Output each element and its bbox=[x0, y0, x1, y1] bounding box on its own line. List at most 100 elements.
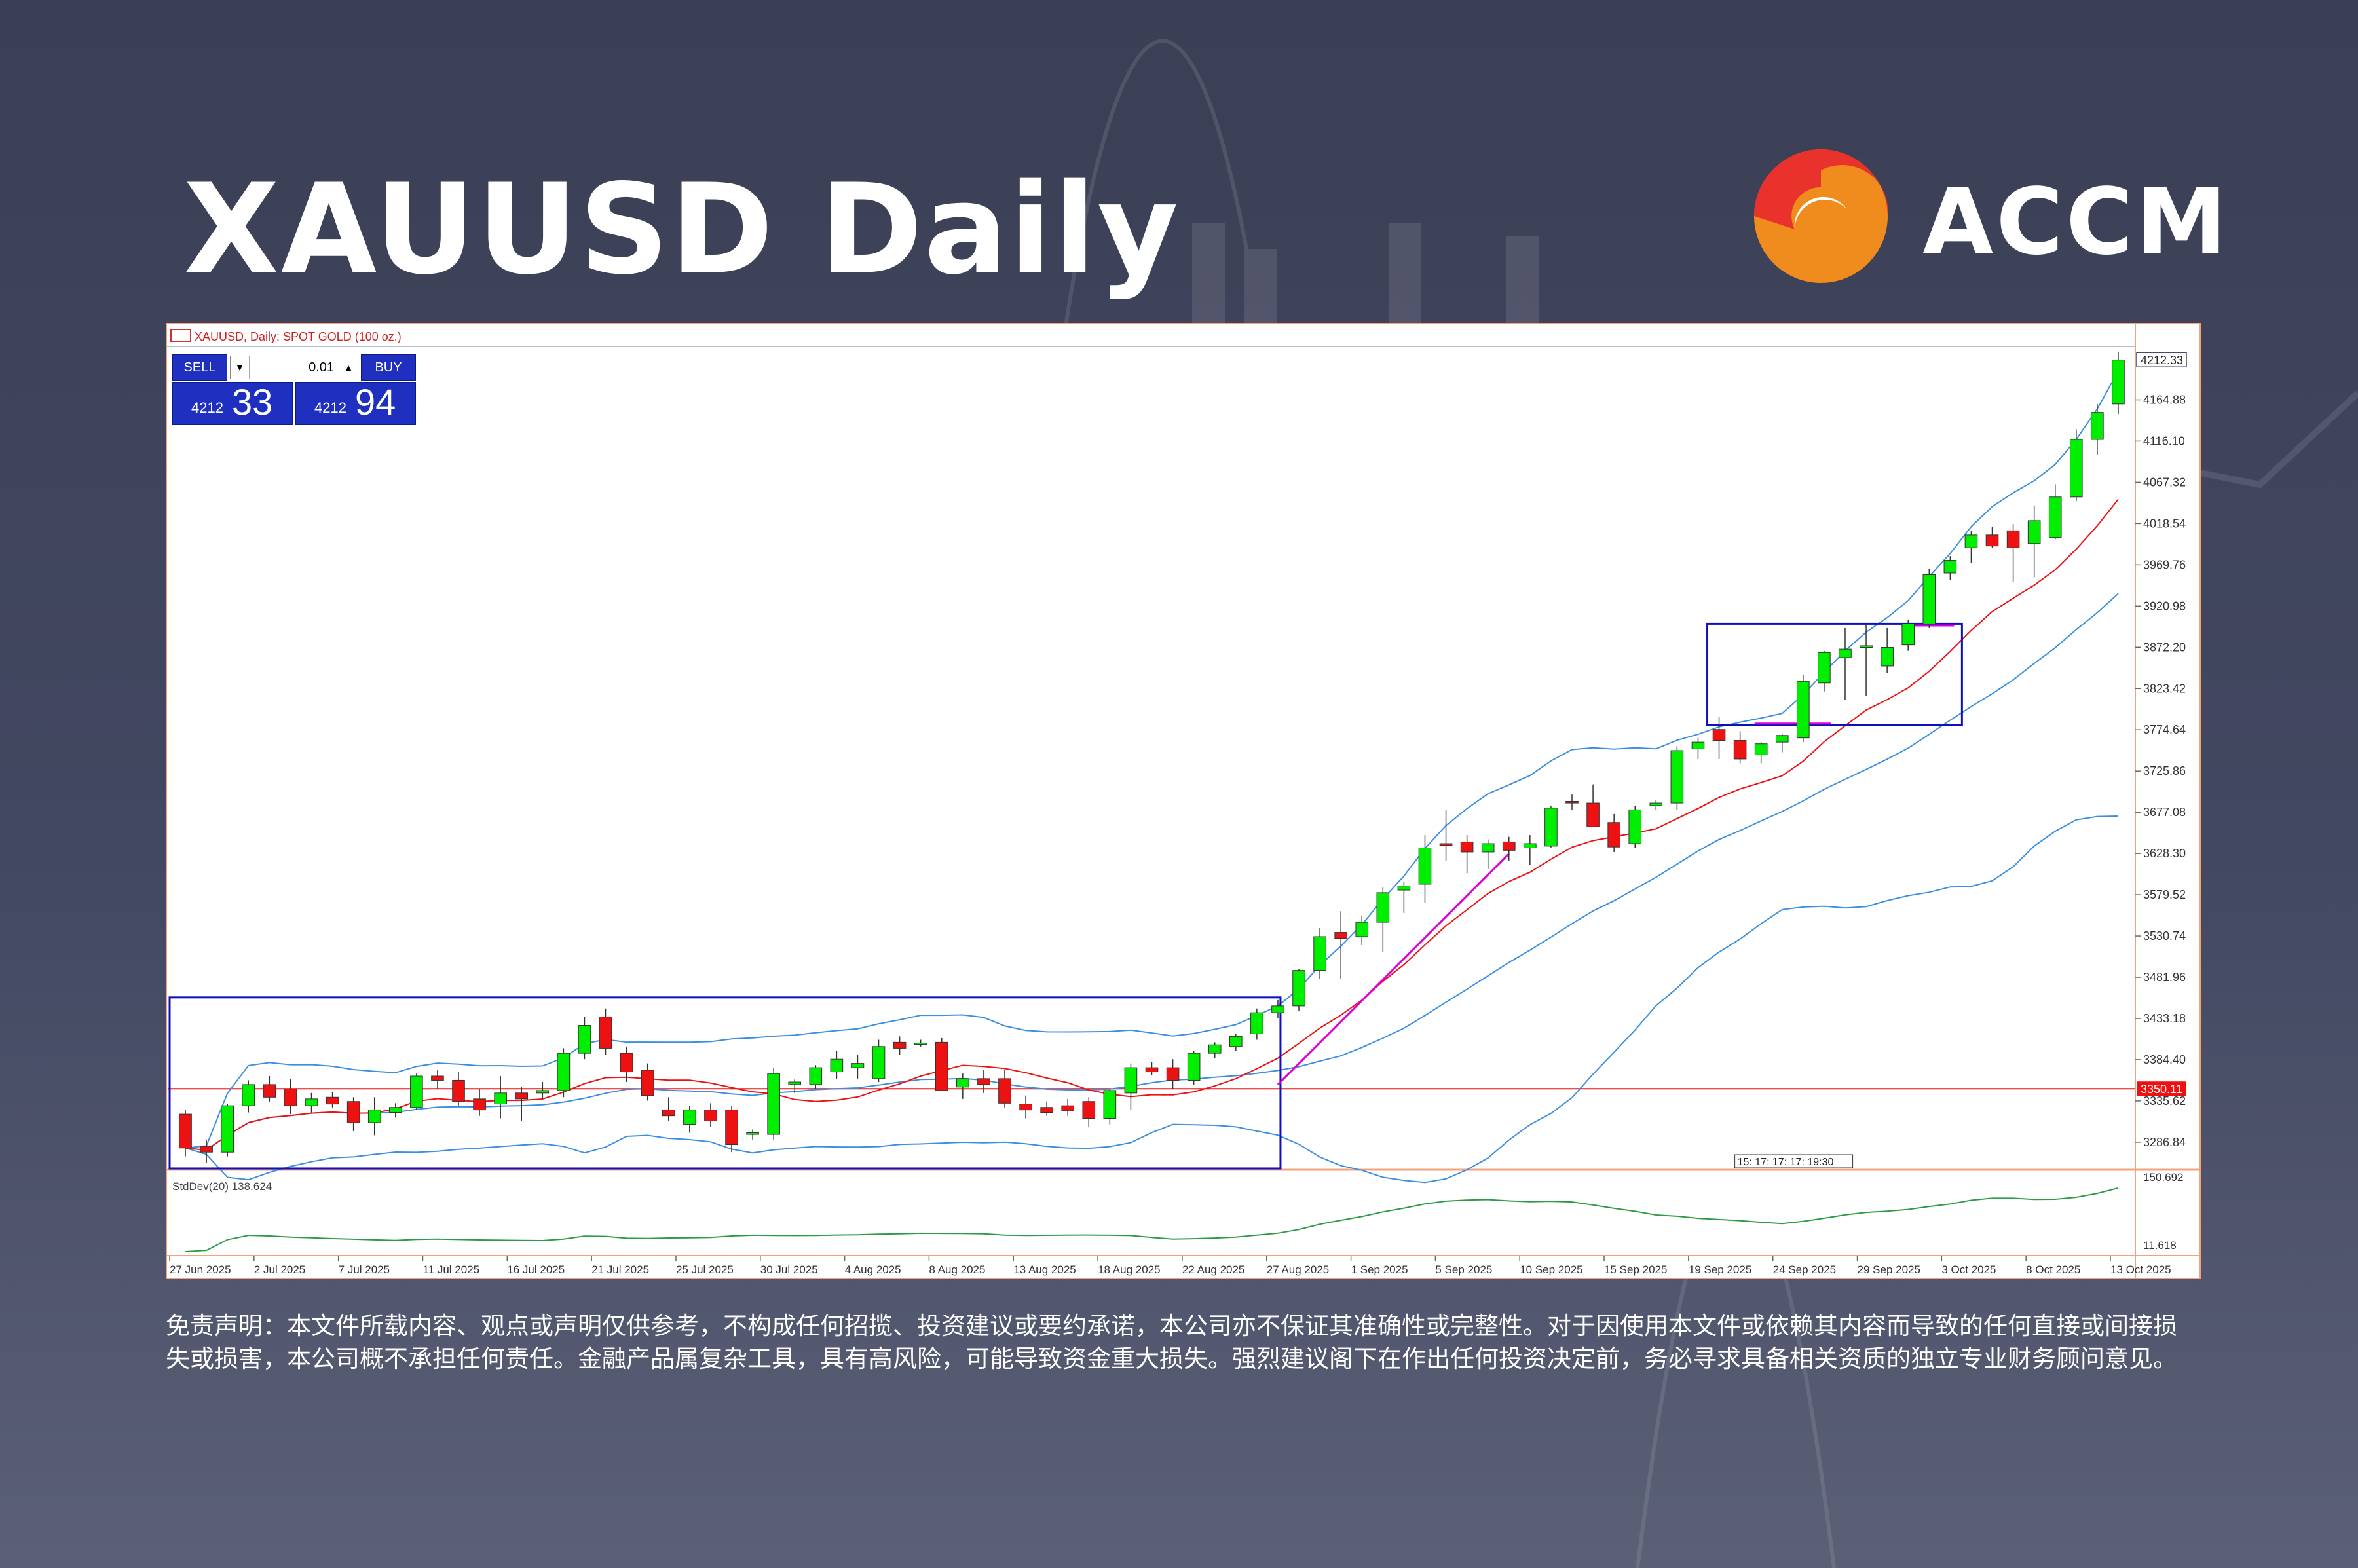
x-tick-label: 4 Aug 2025 bbox=[845, 1263, 901, 1276]
candle bbox=[893, 1036, 907, 1055]
candle bbox=[1860, 625, 1873, 696]
candle-body bbox=[1418, 847, 1432, 885]
x-tick-label: 3 Oct 2025 bbox=[1941, 1263, 1996, 1276]
candle-body bbox=[725, 1110, 738, 1146]
candle-body bbox=[641, 1070, 654, 1096]
x-tick-label: 15 Sep 2025 bbox=[1604, 1263, 1667, 1276]
x-tick-label: 22 Aug 2025 bbox=[1182, 1263, 1244, 1276]
x-tick-label: 1 Sep 2025 bbox=[1351, 1263, 1408, 1276]
candle-body bbox=[998, 1078, 1011, 1104]
candle-body bbox=[1460, 841, 1474, 853]
sell-price-pips: 33 bbox=[232, 381, 273, 422]
sell-price-prefix: 4212 bbox=[191, 400, 223, 416]
chevron-down-icon[interactable]: ▼ bbox=[231, 356, 250, 379]
candle-body bbox=[872, 1046, 886, 1079]
candle bbox=[1607, 813, 1620, 852]
candle bbox=[1985, 526, 1999, 548]
candle-body bbox=[1586, 802, 1600, 827]
candle bbox=[914, 1039, 927, 1047]
candle-body bbox=[284, 1088, 297, 1106]
candle bbox=[1586, 784, 1600, 827]
candle-body bbox=[977, 1078, 990, 1085]
candle-body bbox=[388, 1107, 402, 1113]
x-tick-label: 24 Sep 2025 bbox=[1773, 1263, 1836, 1276]
candle-body bbox=[1040, 1107, 1053, 1113]
candle bbox=[998, 1070, 1011, 1108]
candle bbox=[641, 1063, 654, 1101]
candle-body bbox=[578, 1025, 591, 1054]
candle-body bbox=[1397, 886, 1411, 891]
x-tick-label: 25 Jul 2025 bbox=[676, 1263, 734, 1276]
candle-body bbox=[1964, 534, 1978, 548]
candle bbox=[1355, 915, 1369, 945]
candle-body bbox=[1670, 750, 1684, 804]
candle bbox=[1460, 835, 1474, 874]
candle bbox=[1313, 928, 1326, 979]
candle bbox=[662, 1097, 675, 1121]
candle bbox=[599, 1008, 612, 1055]
candle-body bbox=[788, 1081, 802, 1085]
candle bbox=[2091, 403, 2104, 455]
x-tick-label: 29 Sep 2025 bbox=[1858, 1263, 1920, 1276]
stddev-tick-label: 150.692 bbox=[2143, 1171, 2183, 1184]
candle-body bbox=[1524, 843, 1537, 848]
candle-body bbox=[1881, 647, 1894, 667]
candle bbox=[1733, 731, 1747, 764]
brand-name: ACCM bbox=[1922, 169, 2230, 276]
candle-body bbox=[1439, 843, 1453, 846]
time-marker-label: 15: 17: 17: 17: 19:30 bbox=[1738, 1157, 1834, 1168]
x-tick-label: 7 Jul 2025 bbox=[339, 1263, 390, 1276]
horizontal-level-label: 3350.11 bbox=[2141, 1083, 2182, 1096]
moving-average-line bbox=[185, 498, 2119, 1151]
buy-price-prefix: 4212 bbox=[314, 400, 346, 416]
y-tick-label: 3286.84 bbox=[2143, 1136, 2186, 1149]
candle bbox=[2006, 524, 2020, 582]
candle-body bbox=[2112, 360, 2125, 405]
candle bbox=[1901, 619, 1915, 651]
candle bbox=[388, 1103, 402, 1118]
buy-button[interactable]: BUY bbox=[361, 354, 416, 381]
candle-body bbox=[1229, 1036, 1243, 1047]
candle-body bbox=[1691, 741, 1705, 749]
candle-body bbox=[242, 1084, 255, 1106]
candle bbox=[2112, 351, 2125, 415]
lot-size-field[interactable]: ▼ 0.01 ▲ bbox=[230, 356, 358, 379]
candle-body bbox=[367, 1110, 381, 1123]
candle-body bbox=[1502, 841, 1516, 851]
one-click-trade-panel: SELL ▼ 0.01 ▲ BUY 4212 33 4212 94 bbox=[172, 354, 416, 425]
chart-panel[interactable]: XAUUSD, Daily: SPOT GOLD (100 oz.) 4164.8… bbox=[166, 323, 2201, 1279]
candle bbox=[1818, 650, 1831, 692]
candlestick-chart[interactable]: XAUUSD, Daily: SPOT GOLD (100 oz.) 4164.8… bbox=[166, 323, 2201, 1279]
candle bbox=[1082, 1097, 1096, 1127]
candle-body bbox=[1922, 574, 1936, 624]
buy-price[interactable]: 4212 94 bbox=[295, 381, 416, 425]
candle bbox=[1943, 556, 1957, 580]
candle bbox=[1187, 1051, 1201, 1085]
chevron-up-icon[interactable]: ▲ bbox=[339, 356, 358, 379]
candle-body bbox=[893, 1041, 907, 1049]
x-tick-label: 2 Jul 2025 bbox=[254, 1263, 305, 1276]
candle-body bbox=[1187, 1053, 1201, 1081]
stddev-tick-label: 11.618 bbox=[2143, 1239, 2177, 1252]
sell-button[interactable]: SELL bbox=[172, 354, 227, 381]
candle bbox=[788, 1079, 802, 1093]
page-title: XAUUSD Daily bbox=[183, 157, 1180, 302]
x-tick-label: 18 Aug 2025 bbox=[1098, 1263, 1160, 1276]
brand-logo: ACCM bbox=[1749, 144, 2227, 288]
candle-body bbox=[1712, 729, 1726, 741]
accm-logo-icon bbox=[1754, 149, 1888, 283]
candle-body bbox=[1376, 892, 1390, 923]
candle bbox=[1670, 746, 1684, 810]
sell-price[interactable]: 4212 33 bbox=[172, 381, 293, 425]
x-tick-label: 19 Sep 2025 bbox=[1689, 1263, 1751, 1276]
candle-body bbox=[746, 1132, 759, 1135]
candle-body bbox=[452, 1079, 465, 1102]
candle-body bbox=[1061, 1105, 1075, 1111]
candle bbox=[1628, 805, 1642, 848]
chart-menu-icon bbox=[170, 329, 191, 342]
candle bbox=[2048, 484, 2062, 540]
candle bbox=[515, 1087, 529, 1121]
candle-body bbox=[1166, 1067, 1180, 1081]
candle-body bbox=[1544, 808, 1558, 847]
current-price-label: 4212.33 bbox=[2141, 354, 2183, 367]
